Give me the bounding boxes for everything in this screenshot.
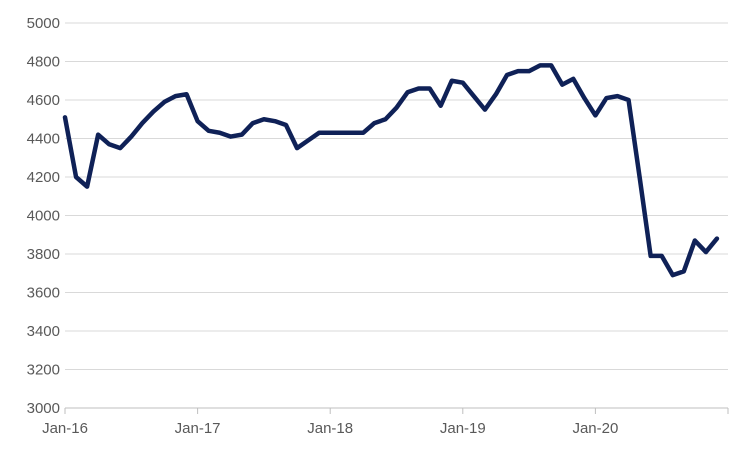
y-tick-label: 4600 <box>27 92 60 109</box>
x-tick-label: Jan-17 <box>175 420 221 437</box>
y-tick-label: 4400 <box>27 131 60 148</box>
y-tick-label: 3600 <box>27 285 60 302</box>
x-axis: Jan-16 Jan-17 Jan-18 Jan-19 Jan-20 <box>42 407 729 437</box>
horizontal-gridlines <box>65 22 728 370</box>
series-line <box>62 63 720 278</box>
x-tick-label: Jan-16 <box>42 420 88 437</box>
y-axis: 3000 3200 3400 3600 3800 4000 4200 4400 4600 4800… <box>27 15 60 417</box>
x-tick-label: Jan-20 <box>572 420 618 437</box>
y-tick-label: 3800 <box>27 246 60 263</box>
x-tick-label: Jan-18 <box>307 420 353 437</box>
y-tick-label: 5000 <box>27 15 60 32</box>
y-tick-label: 4000 <box>27 208 60 225</box>
y-tick-label: 3400 <box>27 323 60 340</box>
series-layer <box>62 63 720 278</box>
y-tick-label: 3000 <box>27 400 60 417</box>
y-tick-label: 4200 <box>27 169 60 186</box>
y-tick-label: 4800 <box>27 54 60 71</box>
y-tick-label: 3200 <box>27 362 60 379</box>
x-tick-label: Jan-19 <box>440 420 486 437</box>
